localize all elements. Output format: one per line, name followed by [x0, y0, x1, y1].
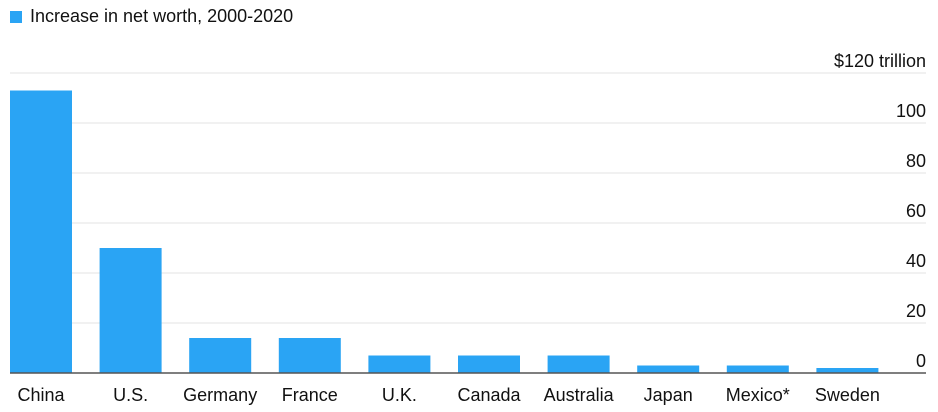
y-tick-label: 100 [896, 101, 926, 121]
x-category-label: U.K. [382, 385, 417, 405]
bar-japan [637, 365, 700, 373]
gridlines [10, 72, 926, 324]
bar-germany [189, 338, 252, 373]
bar-u-s [99, 248, 162, 373]
y-tick-label: 80 [906, 151, 926, 171]
legend-swatch [10, 10, 22, 23]
x-category-label: Mexico* [726, 385, 790, 405]
y-tick-label: 0 [916, 351, 926, 371]
bars [10, 90, 879, 373]
x-category-label: U.S. [113, 385, 148, 405]
x-category-label: Sweden [815, 385, 880, 405]
y-tick-label: $120 trillion [834, 51, 926, 71]
y-tick-label: 40 [906, 251, 926, 271]
bar-australia [547, 355, 610, 373]
bar-canada [458, 355, 520, 373]
x-category-label: Canada [457, 385, 521, 405]
y-tick-label: 60 [906, 201, 926, 221]
x-axis-categories: China U.S. Germany France U.K. Canada Australi… [17, 385, 879, 405]
x-category-label: Germany [183, 385, 257, 405]
bar-mexico [726, 365, 789, 373]
x-category-label: China [17, 385, 65, 405]
bar-u-k [368, 355, 431, 373]
x-category-label: Japan [644, 385, 693, 405]
bar-france [278, 338, 341, 373]
bar-china [10, 90, 72, 373]
x-category-label: France [282, 385, 338, 405]
y-tick-label: 20 [906, 301, 926, 321]
x-category-label: Australia [544, 385, 615, 405]
bar-sweden [816, 368, 879, 373]
legend-label: Increase in net worth, 2000-2020 [30, 6, 294, 26]
chart-legend: Increase in net worth, 2000-2020 [10, 6, 293, 27]
y-axis-ticks: 0 20 40 60 80 100 $120 trillion [834, 51, 926, 371]
